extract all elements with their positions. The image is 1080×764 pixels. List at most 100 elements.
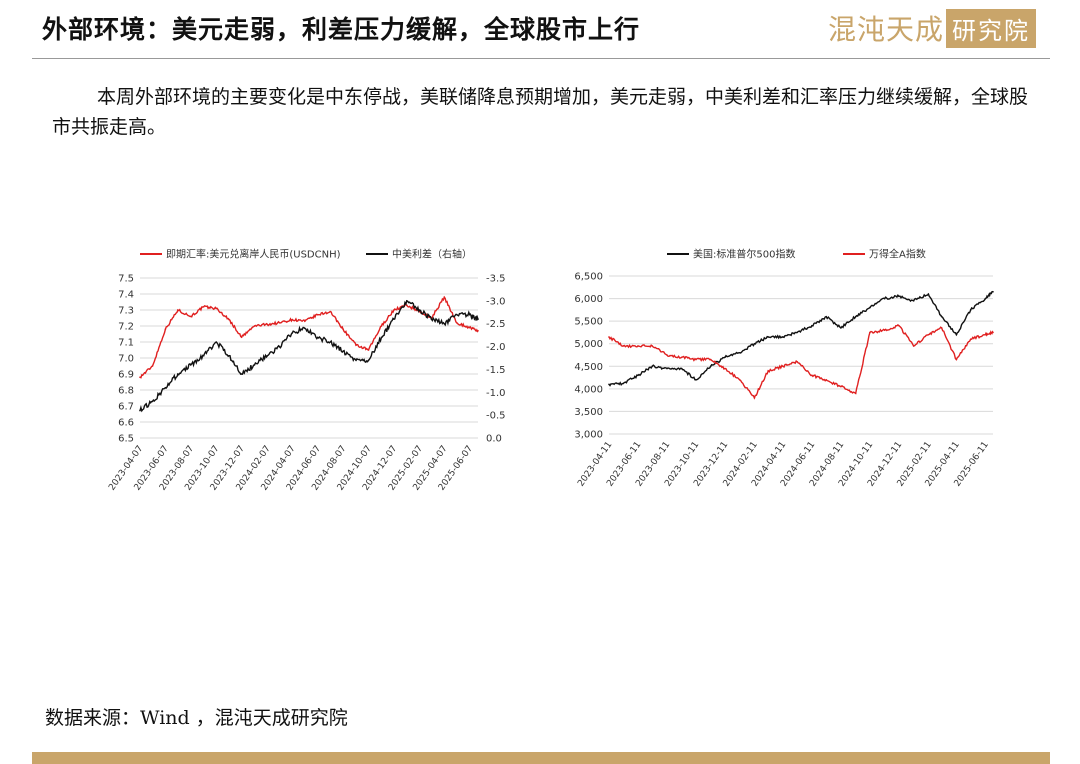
- series-point: [202, 354, 205, 357]
- legend-label: 美国:标准普尔500指数: [693, 248, 795, 261]
- series-point: [468, 326, 471, 329]
- series-point: [228, 354, 230, 357]
- series-point: [992, 331, 994, 334]
- y-right-tick-label: -0.5: [486, 411, 506, 422]
- series-point: [608, 336, 610, 338]
- series-point: [738, 351, 741, 354]
- series-point: [329, 341, 332, 343]
- series-point: [189, 315, 192, 318]
- series-point: [342, 328, 344, 330]
- series-point: [898, 324, 900, 327]
- series-point: [709, 358, 712, 361]
- y-tick-label: 7.4: [118, 290, 134, 301]
- series-point: [215, 307, 217, 310]
- logo-text-box: 研究院: [946, 8, 1037, 48]
- series-point: [680, 367, 683, 370]
- series-point: [164, 386, 167, 389]
- series-point: [782, 336, 784, 338]
- series-point: [266, 323, 269, 326]
- series-point: [253, 364, 256, 366]
- series-point: [240, 373, 243, 375]
- series-point: [825, 379, 827, 381]
- legend-label: 即期汇率:美元兑离岸人民币(USDCNH): [166, 248, 341, 261]
- y-right-tick-label: -3.5: [486, 274, 506, 285]
- y-tick-label: 5,500: [574, 317, 603, 328]
- series-point: [291, 318, 294, 321]
- series-point: [637, 374, 639, 377]
- series-point: [869, 331, 871, 334]
- y-tick-label: 6.5: [118, 434, 134, 445]
- y-tick-label: 3,000: [574, 430, 603, 441]
- series-point: [380, 336, 383, 339]
- series-point: [940, 315, 943, 318]
- series-point: [753, 397, 756, 399]
- series-point: [753, 342, 756, 345]
- series-point: [380, 325, 383, 327]
- series-point: [992, 291, 994, 293]
- series-point: [666, 367, 668, 370]
- chart-equity-index: 3,000 3,500 4,000 4,500 5,000 5,500 6,000 6,500…: [565, 238, 1005, 498]
- y-tick-label: 4,000: [574, 384, 603, 395]
- brand-logo: 混沌天成 研究院: [828, 8, 1037, 48]
- series-point: [651, 345, 654, 347]
- series-point: [912, 300, 915, 302]
- y-right-tick-label: -1.5: [486, 365, 506, 376]
- series-point: [406, 304, 408, 306]
- series-point: [883, 329, 886, 331]
- y-tick-label: 6.6: [118, 418, 134, 429]
- series-point: [240, 336, 243, 338]
- series-point: [709, 365, 712, 368]
- series-point: [443, 296, 446, 298]
- y-tick-label: 7.5: [118, 274, 134, 285]
- series-point: [215, 341, 217, 343]
- data-source-note: 数据来源：Wind ，混沌天成研究院: [45, 707, 348, 729]
- y-right-tick-label: 0.0: [486, 434, 502, 445]
- series-line: [608, 323, 994, 400]
- series-point: [840, 385, 842, 388]
- series-point: [202, 306, 205, 308]
- series-point: [418, 309, 421, 311]
- series-point: [680, 356, 683, 359]
- series-point: [139, 376, 141, 378]
- series-point: [767, 336, 770, 338]
- y-tick-label: 7.1: [118, 338, 134, 349]
- series-point: [278, 345, 281, 348]
- series-point: [724, 356, 726, 359]
- series-point: [253, 325, 256, 327]
- series-point: [393, 318, 395, 320]
- series-point: [406, 300, 408, 302]
- series-point: [738, 379, 741, 381]
- series-point: [695, 358, 697, 361]
- series-point: [477, 330, 479, 332]
- series-point: [177, 373, 179, 375]
- series-point: [927, 293, 930, 295]
- series-point: [316, 314, 319, 316]
- y-tick-label: 7.2: [118, 322, 134, 333]
- series-point: [695, 379, 697, 381]
- series-point: [883, 297, 886, 300]
- chart-fx-spread: 6.5 6.6 6.7 6.8 6.9 7.0 7.1 7.2 7.3 7.4 7.5 0.0 -0.5…: [100, 238, 520, 498]
- y-tick-label: 6.8: [118, 386, 134, 397]
- series-point: [940, 327, 943, 329]
- series-point: [278, 322, 281, 324]
- series-point: [984, 333, 987, 336]
- series-point: [796, 331, 798, 334]
- series-point: [767, 370, 770, 372]
- legend-label: 中美利差（右轴）: [392, 248, 472, 261]
- series-point: [608, 383, 610, 386]
- series-point: [796, 360, 798, 363]
- series-point: [430, 318, 433, 320]
- series-point: [869, 306, 871, 309]
- series-point: [228, 318, 230, 321]
- y-tick-label: 6.7: [118, 402, 134, 413]
- series-point: [955, 358, 958, 361]
- series-point: [637, 345, 639, 347]
- series-point: [139, 409, 141, 412]
- series-point: [266, 354, 269, 357]
- series-point: [927, 333, 930, 336]
- series-point: [304, 320, 306, 322]
- y-tick-label: 3,500: [574, 407, 603, 418]
- series-point: [477, 318, 479, 320]
- series-point: [622, 382, 625, 385]
- series-point: [189, 364, 192, 366]
